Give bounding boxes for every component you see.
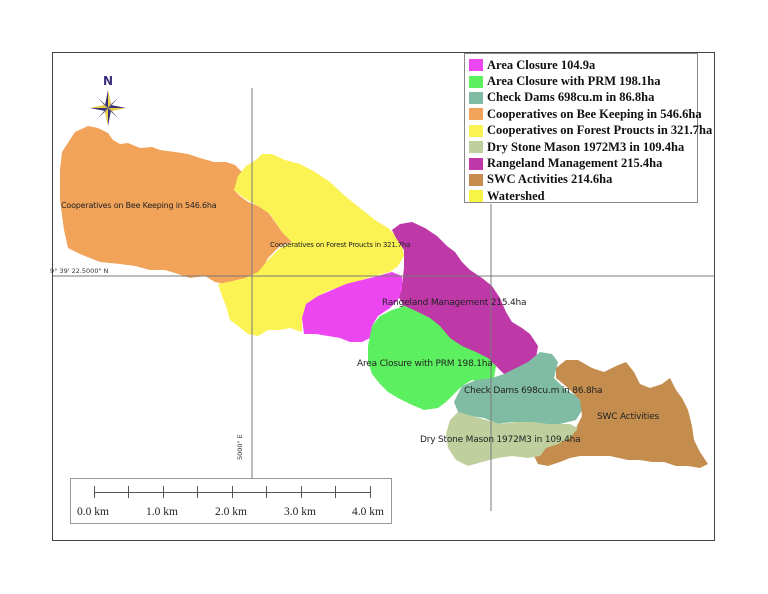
region-area-closure-prm[interactable] (368, 306, 496, 410)
legend-swatch (469, 124, 483, 137)
scale-bar-label: 1.0 km (146, 506, 178, 518)
legend-item: SWC Activities 214.6ha (469, 172, 697, 188)
legend-item: Rangeland Management 215.4ha (469, 155, 697, 171)
legend-label: Cooperatives on Forest Proucts in 321.7h… (487, 123, 713, 138)
region-check-dams[interactable] (454, 352, 582, 424)
scale-bar-tick (128, 486, 129, 498)
legend-label: Cooperatives on Bee Keeping in 546.6ha (487, 106, 702, 121)
label-area-closure-prm: Area Closure with PRM 198.1ha (357, 359, 493, 369)
scale-bar-label: 2.0 km (215, 506, 247, 518)
legend-swatch (469, 108, 483, 121)
scale-bar-tick (370, 486, 371, 498)
scale-bar-tick (232, 486, 233, 498)
legend-label: Check Dams 698cu.m in 86.8ha (487, 90, 655, 105)
compass-rose-icon (90, 90, 126, 126)
scale-bar-label: 4.0 km (352, 506, 384, 518)
legend-item: Area Closure with PRM 198.1ha (469, 73, 697, 89)
legend-swatch (469, 91, 483, 104)
legend-swatch (469, 173, 483, 186)
legend-label: SWC Activities 214.6ha (487, 172, 613, 187)
legend-swatch (469, 190, 483, 203)
legend-label: Watershed (487, 188, 545, 203)
legend-item: Dry Stone Mason 1972M3 in 109.4ha (469, 139, 697, 155)
label-bee-keeping: Cooperatives on Bee Keeping in 546.6ha (61, 201, 217, 210)
legend-label: Rangeland Management 215.4ha (487, 156, 663, 171)
legend-item: Area Closure 104.9a (469, 57, 697, 73)
legend-swatch (469, 141, 483, 154)
scale-bar-tick (266, 486, 267, 498)
longitude-label: 5000" E (236, 434, 244, 460)
north-arrow: N (88, 74, 128, 126)
region-rangeland[interactable] (392, 222, 538, 374)
legend-item: Watershed (469, 188, 697, 204)
legend-label: Dry Stone Mason 1972M3 in 109.4ha (487, 139, 685, 154)
north-label: N (102, 74, 114, 88)
region-forest-products[interactable] (218, 154, 404, 336)
latitude-label: 9° 39' 22.5000" N (50, 267, 109, 275)
legend-swatch (469, 75, 483, 88)
scale-bar-label: 3.0 km (284, 506, 316, 518)
region-bee-keeping[interactable] (60, 126, 292, 284)
region-area-closure[interactable] (302, 272, 402, 342)
legend-item: Cooperatives on Bee Keeping in 546.6ha (469, 106, 702, 122)
legend-item: Check Dams 698cu.m in 86.8ha (469, 90, 697, 106)
legend-item: Cooperatives on Forest Proucts in 321.7h… (469, 123, 712, 139)
scale-bar-tick (94, 486, 95, 498)
legend-label: Area Closure 104.9a (487, 57, 596, 72)
scale-bar-tick (163, 486, 164, 498)
scale-bar-tick (335, 486, 336, 498)
label-swc: SWC Activities (597, 412, 660, 422)
legend-label: Area Closure with PRM 198.1ha (487, 74, 661, 89)
label-forest-products: Cooperatives on Forest Proucts in 321.7h… (270, 241, 411, 249)
label-check-dams: Check Dams 698cu.m in 86.8ha (464, 386, 603, 396)
legend-swatch (469, 157, 483, 170)
scale-bar: 0.0 km 1.0 km 2.0 km 3.0 km 4.0 km (70, 478, 392, 524)
region-swc[interactable] (534, 360, 708, 468)
region-dry-stone[interactable] (446, 412, 578, 466)
legend-swatch (469, 59, 483, 72)
map-legend: Area Closure 104.9a Area Closure with PR… (464, 53, 712, 204)
scale-bar-label: 0.0 km (77, 506, 109, 518)
label-dry-stone: Dry Stone Mason 1972M3 in 109.4ha (420, 435, 581, 445)
scale-bar-tick (301, 486, 302, 498)
label-rangeland: Rangeland Management 215.4ha (382, 298, 527, 308)
scale-bar-tick (197, 486, 198, 498)
